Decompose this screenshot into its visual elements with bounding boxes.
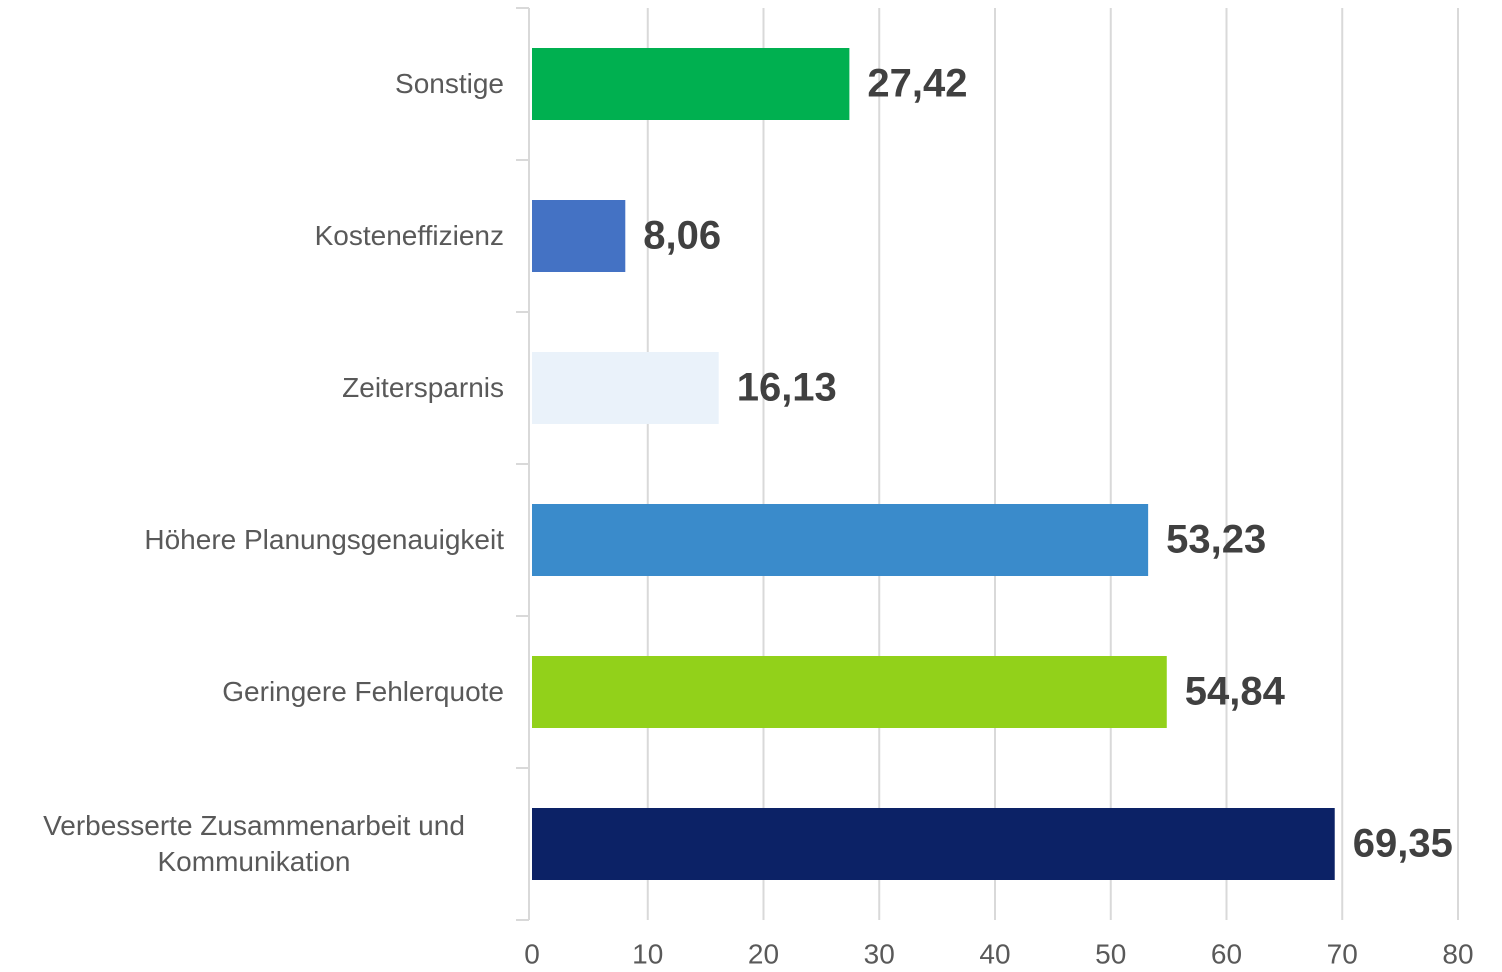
value-label: 27,42 bbox=[867, 62, 967, 106]
bar bbox=[532, 200, 626, 272]
bar bbox=[532, 656, 1167, 728]
y-tick-label: Zeitersparnis bbox=[342, 372, 504, 403]
bar bbox=[532, 48, 850, 120]
y-tick-label: Höhere Planungsgenauigkeit bbox=[144, 524, 504, 555]
value-label: 54,84 bbox=[1185, 670, 1286, 714]
value-label: 8,06 bbox=[643, 214, 721, 258]
value-label: 16,13 bbox=[737, 366, 837, 410]
y-tick-label: Sonstige bbox=[395, 68, 504, 99]
value-label: 53,23 bbox=[1166, 518, 1266, 562]
category-label-box: Geringere Fehlerquote bbox=[4, 674, 504, 710]
x-tick-label: 40 bbox=[979, 938, 1010, 969]
bar bbox=[532, 352, 719, 424]
category-label-box: Sonstige bbox=[4, 66, 504, 102]
x-tick-label: 70 bbox=[1327, 938, 1358, 969]
x-tick-label: 10 bbox=[632, 938, 663, 969]
bar bbox=[532, 504, 1149, 576]
x-tick-label: 30 bbox=[864, 938, 895, 969]
x-tick-label: 60 bbox=[1211, 938, 1242, 969]
bar bbox=[532, 808, 1335, 880]
category-label-box: Verbesserte Zusammenarbeit und Kommunika… bbox=[4, 808, 504, 880]
y-tick-label: Geringere Fehlerquote bbox=[222, 676, 504, 707]
x-tick-label: 20 bbox=[748, 938, 779, 969]
category-label-box: Zeitersparnis bbox=[4, 370, 504, 406]
x-tick-label: 0 bbox=[524, 938, 540, 969]
value-label: 69,35 bbox=[1353, 822, 1453, 866]
y-tick-label: Kosteneffizienz bbox=[314, 220, 504, 251]
x-tick-label: 50 bbox=[1095, 938, 1126, 969]
x-tick-label: 80 bbox=[1442, 938, 1473, 969]
y-tick-label: Verbesserte Zusammenarbeit und Kommunika… bbox=[43, 810, 465, 877]
category-label-box: Höhere Planungsgenauigkeit bbox=[4, 522, 504, 558]
category-label-box: Kosteneffizienz bbox=[4, 218, 504, 254]
